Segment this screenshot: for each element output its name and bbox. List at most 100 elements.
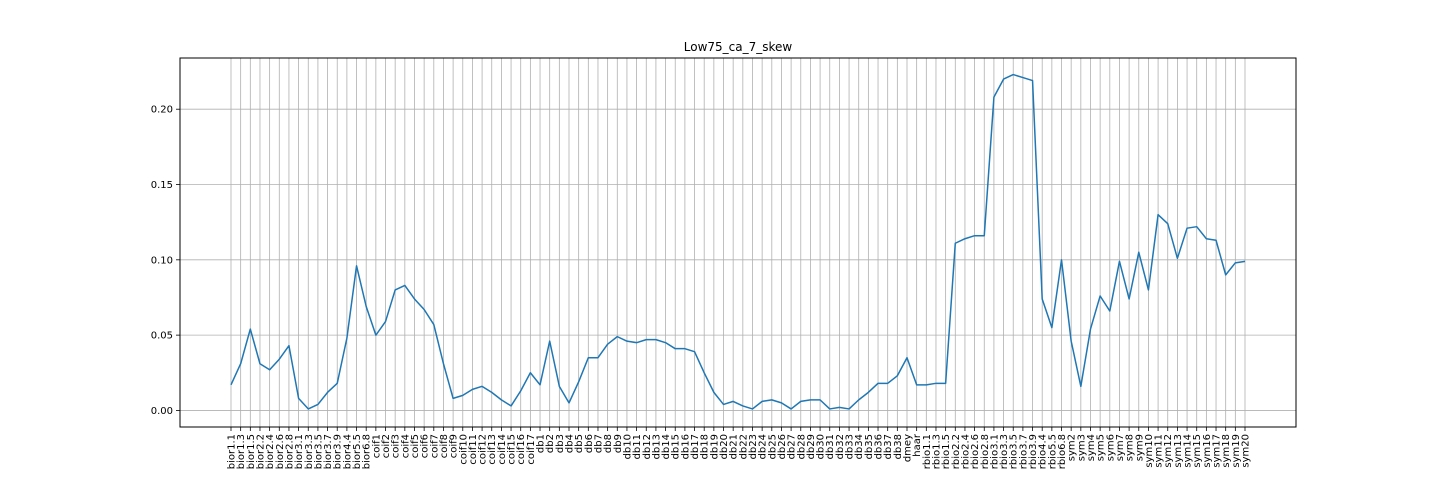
x-tick-label: db35 bbox=[864, 434, 875, 459]
x-tick-label: db14 bbox=[661, 434, 672, 459]
x-tick-label: db18 bbox=[700, 434, 711, 459]
x-tick-label: coif16 bbox=[516, 434, 527, 465]
x-tick-label: bior3.7 bbox=[323, 434, 334, 469]
y-gridlines bbox=[180, 108, 1296, 411]
data-point bbox=[1167, 223, 1169, 225]
data-point bbox=[394, 289, 396, 291]
data-point bbox=[607, 343, 609, 345]
x-tick-label: coif12 bbox=[478, 434, 489, 465]
x-tick-label: coif15 bbox=[507, 434, 518, 465]
data-point bbox=[1244, 260, 1246, 262]
data-point bbox=[269, 369, 271, 371]
data-point bbox=[1205, 238, 1207, 240]
data-point bbox=[423, 309, 425, 311]
data-point bbox=[684, 348, 686, 350]
x-tick-label: db15 bbox=[671, 434, 682, 459]
data-point bbox=[1089, 328, 1091, 330]
x-tick-label: db13 bbox=[651, 434, 662, 459]
x-tick-label: db16 bbox=[680, 434, 691, 459]
data-point bbox=[742, 405, 744, 407]
x-tick-label: coif17 bbox=[526, 434, 537, 465]
data-point bbox=[1176, 257, 1178, 259]
data-point bbox=[491, 391, 493, 393]
data-point bbox=[867, 391, 869, 393]
data-point bbox=[1128, 298, 1130, 300]
y-axis: 0.00 0.05 0.10 0.15 0.20 bbox=[151, 105, 180, 417]
data-point bbox=[655, 339, 657, 341]
x-tick-label: coif1 bbox=[371, 434, 382, 458]
data-point bbox=[626, 340, 628, 342]
data-point bbox=[945, 382, 947, 384]
x-tick-label: bior2.4 bbox=[265, 434, 276, 469]
data-point bbox=[529, 372, 531, 374]
x-tick-label: dmey bbox=[903, 434, 914, 462]
x-tick-label: coif13 bbox=[487, 434, 498, 465]
x-tick-label: db29 bbox=[806, 434, 817, 459]
y-tick-label: 0.15 bbox=[151, 180, 173, 191]
x-tick-label: db17 bbox=[690, 434, 701, 459]
x-tick-label: rbio3.9 bbox=[1028, 434, 1039, 469]
data-point bbox=[520, 390, 522, 392]
series-line bbox=[230, 73, 1246, 410]
data-point bbox=[597, 357, 599, 359]
data-point bbox=[462, 394, 464, 396]
x-tick-label: db6 bbox=[584, 434, 595, 453]
x-tick-label: coif3 bbox=[391, 434, 402, 458]
data-point bbox=[1109, 310, 1111, 312]
data-point bbox=[1003, 78, 1005, 80]
data-point bbox=[307, 408, 309, 410]
data-point bbox=[819, 399, 821, 401]
data-point bbox=[838, 406, 840, 408]
x-tick-label: sym12 bbox=[1163, 434, 1174, 468]
x-tick-label: coif14 bbox=[497, 434, 508, 465]
x-tick-label: db21 bbox=[729, 434, 740, 459]
x-tick-label: rbio1.3 bbox=[931, 434, 942, 469]
x-tick-label: rbio2.8 bbox=[980, 434, 991, 469]
data-point bbox=[829, 408, 831, 410]
x-tick-label: sym5 bbox=[1096, 434, 1107, 461]
x-tick-label: db37 bbox=[883, 434, 894, 459]
x-tick-label: db24 bbox=[758, 434, 769, 459]
data-point bbox=[780, 402, 782, 404]
data-point bbox=[327, 391, 329, 393]
data-point bbox=[925, 384, 927, 386]
x-tick-label: rbio3.7 bbox=[1018, 434, 1029, 469]
data-point bbox=[413, 298, 415, 300]
x-tick-label: db33 bbox=[845, 434, 856, 459]
data-point bbox=[433, 324, 435, 326]
data-point bbox=[896, 375, 898, 377]
data-point bbox=[278, 358, 280, 360]
data-point bbox=[452, 397, 454, 399]
data-point bbox=[761, 400, 763, 402]
x-tick-label: coif9 bbox=[449, 434, 460, 458]
data-point bbox=[1070, 340, 1072, 342]
x-tick-label: sym17 bbox=[1212, 434, 1223, 468]
x-tick-label: db7 bbox=[593, 434, 604, 453]
x-tick-label: db19 bbox=[709, 434, 720, 459]
x-tick-label: haar bbox=[912, 433, 923, 457]
data-point bbox=[1080, 385, 1082, 387]
data-point bbox=[954, 242, 956, 244]
x-tick-label: bior1.3 bbox=[236, 434, 247, 469]
x-tick-label: sym10 bbox=[1144, 434, 1155, 468]
data-point bbox=[858, 399, 860, 401]
data-point bbox=[404, 284, 406, 286]
x-tick-label: db28 bbox=[796, 434, 807, 459]
data-point bbox=[665, 342, 667, 344]
data-point bbox=[636, 342, 638, 344]
data-point bbox=[848, 408, 850, 410]
x-tick-label: sym3 bbox=[1076, 434, 1087, 461]
data-point bbox=[481, 385, 483, 387]
data-point bbox=[790, 408, 792, 410]
data-point bbox=[1225, 274, 1227, 276]
x-tick-label: sym2 bbox=[1067, 434, 1078, 461]
data-point bbox=[906, 357, 908, 359]
data-point bbox=[1215, 239, 1217, 241]
data-point bbox=[1118, 260, 1120, 262]
x-tick-label: coif7 bbox=[429, 434, 440, 458]
data-point bbox=[983, 235, 985, 237]
data-point bbox=[877, 382, 879, 384]
x-tick-label: rbio5.5 bbox=[1047, 434, 1058, 469]
x-tick-label: db22 bbox=[738, 434, 749, 459]
